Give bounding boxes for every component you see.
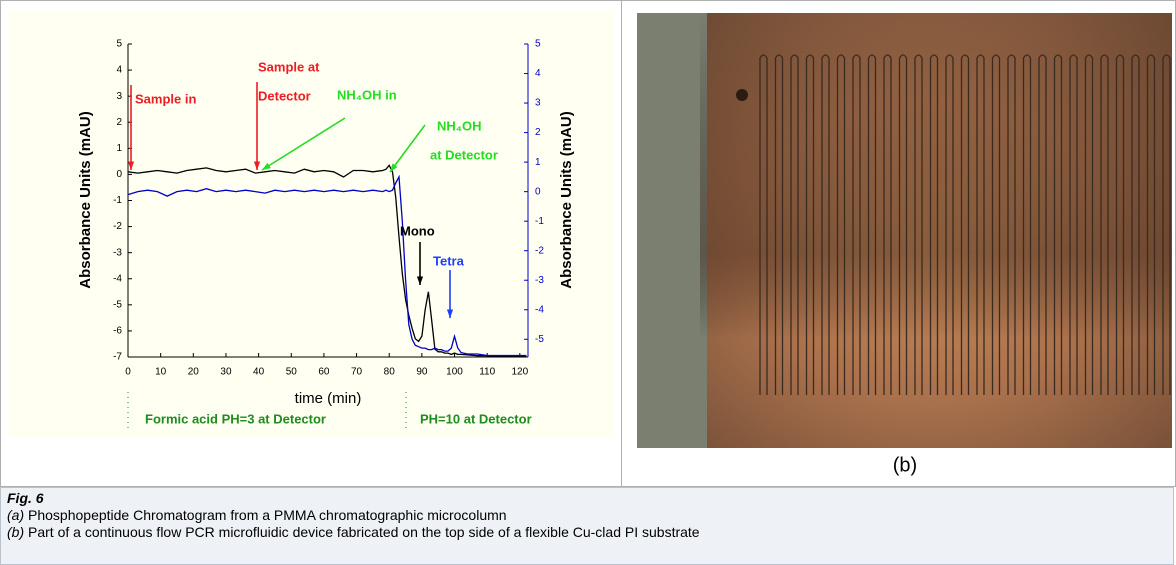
x-tick-label: 80: [384, 367, 396, 378]
caption-a: (a) Phosphopeptide Chromatogram from a P…: [7, 507, 1167, 524]
x-tick-label: 120: [511, 367, 528, 378]
y-tick-label: -2: [113, 221, 122, 232]
y2-tick-label: 2: [535, 127, 541, 138]
annotation: at Detector: [430, 147, 498, 162]
x-tick-label: 90: [416, 367, 428, 378]
x-tick-label: 60: [318, 367, 330, 378]
x-tick-label: 30: [220, 367, 232, 378]
caption-a-text: Phosphopeptide Chromatogram from a PMMA …: [28, 507, 507, 523]
y-axis-title: Absorbance Units (mAU): [77, 111, 94, 289]
y-tick-label: -7: [113, 352, 122, 363]
annotation: Tetra: [433, 253, 465, 268]
y-tick-label: 3: [116, 91, 122, 102]
y2-tick-label: 4: [535, 68, 541, 79]
photo: (b): [637, 13, 1172, 476]
caption-a-label: (a): [7, 507, 24, 523]
y-tick-label: -3: [113, 247, 122, 258]
y-tick-label: -5: [113, 299, 122, 310]
y-tick-label: 0: [116, 169, 122, 180]
annotation: Sample at: [258, 59, 320, 74]
x-tick-label: 40: [253, 367, 265, 378]
x-tick-label: 110: [479, 367, 495, 378]
caption-b-label: (b): [7, 524, 24, 540]
y2-tick-label: -2: [535, 245, 544, 256]
y2-tick-label: 1: [535, 157, 541, 168]
annotation: PH=10 at Detector: [420, 411, 532, 426]
y-tick-label: 1: [116, 143, 122, 154]
annotation: NH₄OH in: [337, 87, 397, 102]
caption: Fig. 6 (a) Phosphopeptide Chromatogram f…: [0, 487, 1174, 565]
y2-tick-label: -4: [535, 304, 544, 315]
x-tick-label: 100: [446, 367, 463, 378]
x-tick-label: 0: [125, 367, 131, 378]
y2-tick-label: -1: [535, 216, 544, 227]
caption-b: (b) Part of a continuous flow PCR microf…: [7, 524, 1167, 541]
annotation: Mono: [400, 223, 435, 238]
figure: (b) time (min) Absorbance Units (mAU) Ab…: [0, 0, 1176, 487]
y2-tick-label: 5: [535, 39, 541, 50]
annotation: Sample in: [135, 91, 196, 106]
y2-tick-label: -3: [535, 275, 544, 286]
photo-label: (b): [893, 454, 917, 476]
y-tick-label: 5: [116, 39, 122, 50]
y-tick-label: 2: [116, 117, 122, 128]
y2-tick-label: 3: [535, 98, 541, 109]
y2-tick-label: -5: [535, 334, 544, 345]
x-tick-label: 70: [351, 367, 363, 378]
x-axis-title: time (min): [295, 390, 362, 407]
y-tick-label: 4: [116, 65, 122, 76]
y-tick-label: -4: [113, 273, 122, 284]
x-tick-label: 50: [286, 367, 298, 378]
y2-tick-label: 0: [535, 186, 541, 197]
annotation: Detector: [258, 88, 311, 103]
caption-b-text: Part of a continuous flow PCR microfluid…: [28, 524, 700, 540]
page: {"chart_data": {"type": "line", "x_label…: [0, 0, 1176, 565]
x-tick-label: 20: [188, 367, 200, 378]
annotation: NH₄OH: [437, 118, 481, 133]
y2-axis-title: Absorbance Units (mAU): [558, 111, 575, 289]
figure-label: Fig. 6: [7, 490, 1167, 507]
y-tick-label: -6: [113, 326, 122, 337]
annotation: Formic acid PH=3 at Detector: [145, 411, 326, 426]
x-tick-label: 10: [155, 367, 167, 378]
y-tick-label: -1: [113, 195, 122, 206]
